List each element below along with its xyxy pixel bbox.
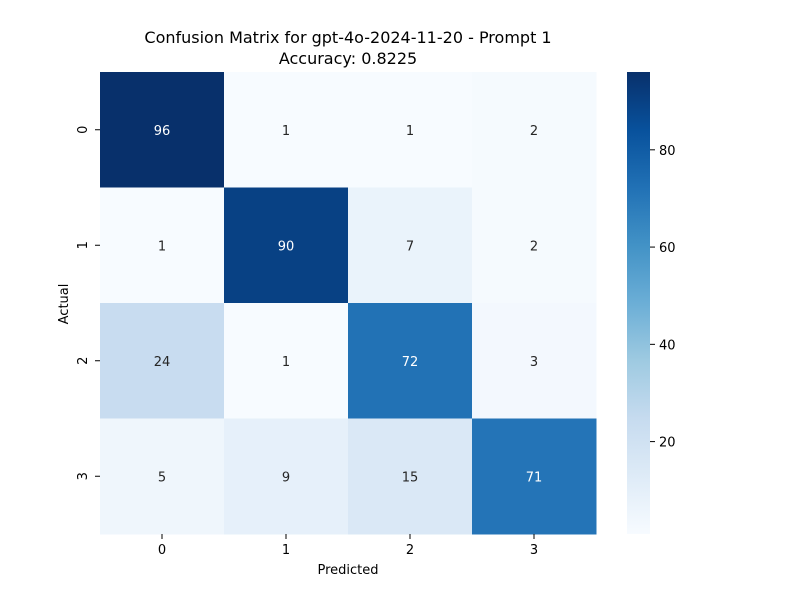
heatmap-cell [224, 72, 349, 188]
y-tick-label: 3 [76, 472, 91, 480]
x-tick-label: 1 [282, 543, 290, 558]
x-tick-label: 0 [158, 543, 166, 558]
y-tick-label: 2 [76, 357, 91, 365]
cell-value-label: 1 [406, 124, 414, 139]
cell-value-label: 71 [526, 470, 543, 485]
colorbar-ticks: 20 40 60 80 [650, 144, 676, 451]
cell-value-label: 72 [402, 355, 419, 370]
cell-value-label: 96 [154, 124, 171, 139]
heatmap-cell [472, 72, 597, 188]
x-tick-label: 2 [406, 543, 414, 558]
heatmap-cell [472, 187, 597, 304]
cell-value-label: 9 [282, 470, 290, 485]
heatmap-cell [224, 187, 349, 304]
heatmap-cell [348, 187, 473, 304]
heatmap-cell [100, 72, 225, 188]
cell-value-label: 5 [158, 470, 166, 485]
colorbar-tick-label: 80 [659, 144, 676, 159]
cell-value-label: 24 [154, 355, 171, 370]
y-tick-label: 0 [76, 126, 91, 134]
cell-value-label: 1 [158, 239, 166, 254]
cell-value-label: 7 [406, 239, 414, 254]
heatmap-cell [472, 303, 597, 419]
heatmap-cell [348, 303, 473, 419]
x-tick-label: 3 [530, 543, 538, 558]
heatmap-cell [224, 303, 349, 419]
heatmap-cell [100, 303, 225, 419]
y-tick-label: 1 [76, 241, 91, 249]
y-axis: 0 1 2 3 [76, 126, 100, 480]
colorbar-tick-label: 60 [659, 241, 676, 256]
cell-value-label: 15 [402, 470, 419, 485]
x-axis: 0 1 2 3 [158, 534, 538, 558]
colorbar [627, 72, 650, 534]
heatmap-cell [348, 72, 473, 188]
heatmap-cell [100, 418, 225, 535]
cell-value-label: 3 [530, 355, 538, 370]
heatmap-grid: 96 1 1 21 90 7 224 1 72 35 9 15 71 [100, 72, 597, 535]
cell-value-label: 90 [278, 239, 295, 254]
colorbar-tick-label: 40 [659, 338, 676, 353]
colorbar-tick-label: 20 [659, 436, 676, 451]
x-axis-label: Predicted [317, 563, 378, 578]
y-axis-label: Actual [57, 284, 72, 325]
cell-value-label: 1 [282, 355, 290, 370]
chart-title: Confusion Matrix for gpt-4o-2024-11-20 -… [144, 28, 551, 47]
heatmap-cell [348, 418, 473, 535]
heatmap-cell [224, 418, 349, 535]
cell-value-label: 2 [530, 124, 538, 139]
heatmap-cell [472, 418, 597, 535]
heatmap-cell [100, 187, 225, 304]
chart-subtitle: Accuracy: 0.8225 [279, 49, 417, 68]
cell-value-label: 2 [530, 239, 538, 254]
cell-value-label: 1 [282, 124, 290, 139]
